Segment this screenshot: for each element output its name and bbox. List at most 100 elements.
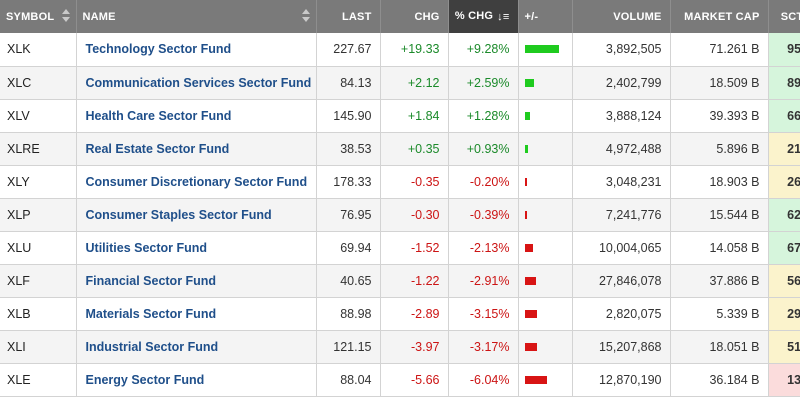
change-bar [524,144,528,153]
percent-change-cell: +2.59% [448,66,519,100]
table-row[interactable]: XLB Materials Sector Fund 88.98 -2.89 -3.15%… [0,297,800,331]
sctr-cell: 95.9 [768,33,800,67]
column-header-label: LAST [341,10,372,23]
sctr-cell: 89.4 [768,66,800,100]
change-bar [524,78,534,87]
change-cell: -0.30 [380,198,449,232]
percent-change-cell: +1.28% [448,99,519,133]
sort-arrows-icon [61,9,70,23]
table-row[interactable]: XLV Health Care Sector Fund 145.90 +1.84 +1.… [0,99,800,133]
table-row[interactable]: XLE Energy Sector Fund 88.04 -5.66 -6.04% 12,… [0,363,800,397]
symbol-cell: XLK [0,33,77,67]
volume-cell: 15,207,868 [572,330,671,364]
change-bar-cell [518,165,573,199]
fund-name-link[interactable]: Energy Sector Fund [76,363,317,397]
percent-change-cell: -2.91% [448,264,519,298]
change-bar-cell [518,66,573,100]
change-bar-cell [518,264,573,298]
sctr-cell: 66.9 [768,99,800,133]
table-row[interactable]: XLF Financial Sector Fund 40.65 -1.22 -2.91%… [0,264,800,298]
change-bar [524,45,559,54]
table-row[interactable]: XLU Utilities Sector Fund 69.94 -1.52 -2.13%… [0,231,800,265]
change-bar-cell [518,33,573,67]
column-header-volume[interactable]: VOLUME [572,0,671,33]
change-cell: -3.97 [380,330,449,364]
sctr-cell: 56.5 [768,264,800,298]
symbol-cell: XLV [0,99,77,133]
table-row[interactable]: XLC Communication Services Sector Fund 84.… [0,66,800,100]
fund-name-link[interactable]: Utilities Sector Fund [76,231,317,265]
table-row[interactable]: XLI Industrial Sector Fund 121.15 -3.97 -3.1… [0,330,800,364]
change-bar [524,276,536,285]
fund-name-link[interactable]: Real Estate Sector Fund [76,132,317,166]
column-header-label: SCTR [780,10,800,23]
percent-change-cell: -3.17% [448,330,519,364]
table-header-row: SYMBOL NAME LAST CHG % CHG ↓≡ +/- VOLUME [0,0,800,33]
change-bar-cell [518,363,573,397]
fund-name-link[interactable]: Consumer Discretionary Sector Fund [76,165,317,199]
symbol-cell: XLP [0,198,77,232]
fund-name-link[interactable]: Health Care Sector Fund [76,99,317,133]
column-header-chg[interactable]: CHG [380,0,449,33]
percent-change-cell: -0.20% [448,165,519,199]
fund-name-link[interactable]: Financial Sector Fund [76,264,317,298]
fund-name-link[interactable]: Consumer Staples Sector Fund [76,198,317,232]
column-header-label: VOLUME [613,10,662,23]
volume-cell: 2,402,799 [572,66,671,100]
last-price-cell: 76.95 [316,198,381,232]
symbol-cell: XLF [0,264,77,298]
column-header-plus-minus[interactable]: +/- [518,0,573,33]
change-bar-cell [518,297,573,331]
change-bar [524,375,547,384]
change-bar-cell [518,330,573,364]
table-body: XLK Technology Sector Fund 227.67 +19.33 +9.… [0,33,800,397]
last-price-cell: 88.98 [316,297,381,331]
table-row[interactable]: XLY Consumer Discretionary Sector Fund 178… [0,165,800,199]
change-bar [524,111,530,120]
symbol-cell: XLE [0,363,77,397]
last-price-cell: 38.53 [316,132,381,166]
change-cell: +2.12 [380,66,449,100]
symbol-cell: XLC [0,66,77,100]
percent-change-cell: -3.15% [448,297,519,331]
fund-name-link[interactable]: Technology Sector Fund [76,33,317,67]
symbol-cell: XLI [0,330,77,364]
change-cell: -5.66 [380,363,449,397]
market-cap-cell: 36.184 B [670,363,769,397]
last-price-cell: 145.90 [316,99,381,133]
percent-change-cell: -0.39% [448,198,519,232]
change-bar [524,210,527,219]
volume-cell: 27,846,078 [572,264,671,298]
column-header-last[interactable]: LAST [316,0,381,33]
change-cell: -0.35 [380,165,449,199]
volume-cell: 3,892,505 [572,33,671,67]
sort-descending-icon: ↓≡ [497,10,510,23]
change-cell: +1.84 [380,99,449,133]
sctr-cell: 21.3 [768,132,800,166]
column-header-label: SYMBOL [6,10,55,23]
symbol-cell: XLRE [0,132,77,166]
percent-change-cell: +0.93% [448,132,519,166]
fund-name-link[interactable]: Materials Sector Fund [76,297,317,331]
column-header-sctr[interactable]: SCTR [768,0,800,33]
fund-name-link[interactable]: Industrial Sector Fund [76,330,317,364]
column-header-symbol[interactable]: SYMBOL [0,0,77,33]
last-price-cell: 88.04 [316,363,381,397]
sctr-cell: 13.6 [768,363,800,397]
percent-change-cell: -2.13% [448,231,519,265]
market-cap-cell: 18.051 B [670,330,769,364]
market-cap-cell: 14.058 B [670,231,769,265]
change-cell: -2.89 [380,297,449,331]
fund-name-link[interactable]: Communication Services Sector Fund [76,66,317,100]
table-row[interactable]: XLK Technology Sector Fund 227.67 +19.33 +9.… [0,33,800,67]
market-cap-cell: 15.544 B [670,198,769,232]
table-row[interactable]: XLP Consumer Staples Sector Fund 76.95 -0.3… [0,198,800,232]
volume-cell: 4,972,488 [572,132,671,166]
change-cell: +0.35 [380,132,449,166]
sctr-cell: 67.2 [768,231,800,265]
table-row[interactable]: XLRE Real Estate Sector Fund 38.53 +0.35 +0.… [0,132,800,166]
change-bar-cell [518,132,573,166]
column-header-name[interactable]: NAME [76,0,317,33]
column-header-pct-chg[interactable]: % CHG ↓≡ [448,0,519,33]
column-header-market-cap[interactable]: MARKET CAP [670,0,769,33]
